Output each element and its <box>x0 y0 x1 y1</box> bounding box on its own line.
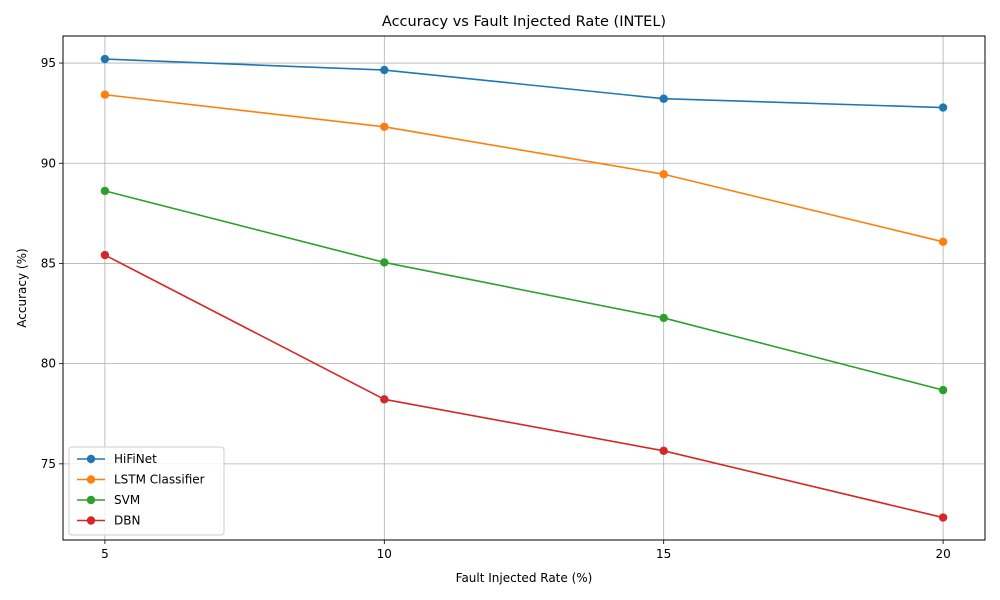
data-point <box>100 54 110 64</box>
data-point <box>100 90 110 99</box>
legend-item: HiFiNet <box>77 452 157 466</box>
data-point <box>659 313 668 323</box>
y-tick-label: 75 <box>41 457 56 471</box>
legend-label: DBN <box>114 514 140 528</box>
legend-marker <box>86 475 96 484</box>
data-point <box>938 103 948 112</box>
data-point <box>938 237 948 247</box>
data-point <box>380 65 389 75</box>
series-svm <box>100 186 948 395</box>
axis-ticks: 5 10 15 20 75 80 85 90 95 <box>41 56 951 561</box>
legend: HiFiNet LSTM Classifier SVM DBN <box>68 446 225 536</box>
series-lstm-classifier <box>100 90 948 247</box>
legend-item: DBN <box>77 514 140 528</box>
series-line <box>104 58 944 109</box>
y-axis-label: Accuracy (%) <box>15 248 29 327</box>
x-axis-label: Fault Injected Rate (%) <box>456 571 593 585</box>
data-point <box>938 513 948 522</box>
series-line <box>104 93 944 243</box>
data-point <box>659 94 668 103</box>
series-dbn <box>100 250 948 522</box>
data-point <box>938 385 948 395</box>
legend-label: SVM <box>114 493 140 507</box>
plot-area-frame <box>62 35 986 541</box>
series-line <box>104 190 944 391</box>
y-tick-label: 90 <box>41 156 56 170</box>
chart-title: Accuracy vs Fault Injected Rate (INTEL) <box>382 14 666 30</box>
data-point <box>659 170 668 179</box>
data-point <box>380 122 389 131</box>
data-point <box>380 258 389 267</box>
legend-marker <box>86 516 96 525</box>
legend-label: LSTM Classifier <box>114 473 205 487</box>
legend-box <box>68 446 225 536</box>
data-point <box>100 250 110 260</box>
series-line <box>104 254 944 519</box>
y-tick-label: 95 <box>41 56 56 70</box>
x-tick-label: 15 <box>656 547 671 561</box>
series-hifinet <box>100 54 948 112</box>
series-lines <box>100 54 948 522</box>
data-point <box>100 186 110 196</box>
legend-item: SVM <box>77 493 140 507</box>
legend-label: HiFiNet <box>114 452 157 466</box>
legend-marker <box>86 454 96 464</box>
x-tick-label: 5 <box>101 547 109 561</box>
legend-marker <box>86 495 96 505</box>
x-tick-label: 10 <box>377 547 392 561</box>
x-tick-label: 20 <box>935 547 950 561</box>
data-point <box>659 446 668 456</box>
y-tick-label: 80 <box>41 357 56 371</box>
legend-item: LSTM Classifier <box>77 473 205 487</box>
data-point <box>380 395 389 404</box>
y-tick-label: 85 <box>41 256 56 270</box>
